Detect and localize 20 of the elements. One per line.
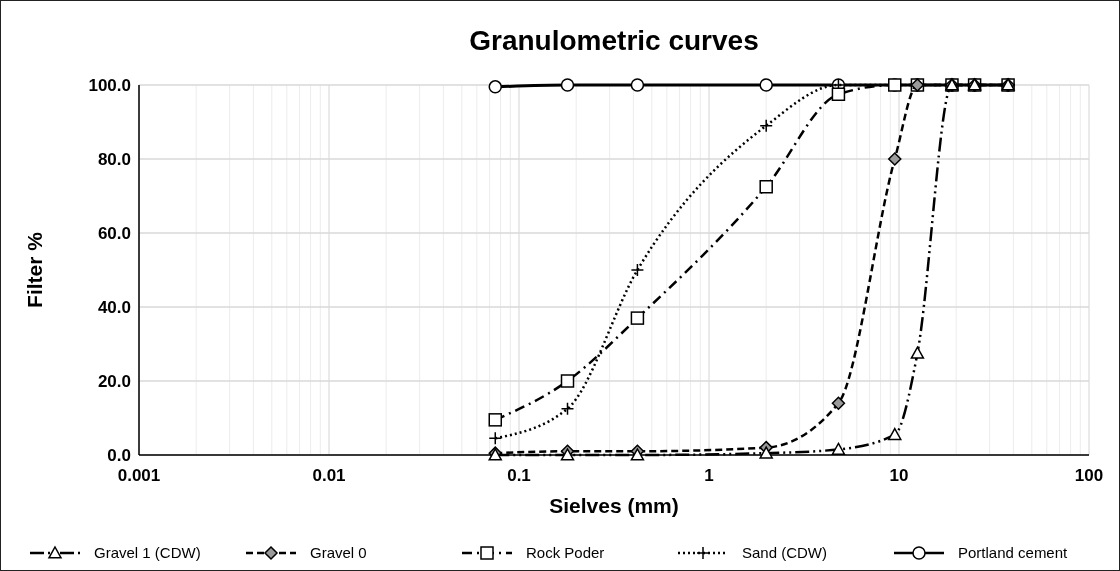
y-tick-label: 40.0 (97, 297, 131, 317)
x-tick-label: 0.01 (312, 466, 346, 485)
x-axis-title: Sielves (mm) (549, 494, 679, 517)
legend-label: Gravel 0 (310, 544, 367, 562)
y-tick-label: 80.0 (97, 149, 131, 169)
y-axis-title: Filter % (23, 231, 46, 308)
y-tick-label: 20.0 (97, 371, 131, 391)
legend-label: Rock Poder (526, 544, 605, 562)
x-tick-label: 1 (704, 466, 714, 485)
legend-label: Gravel 1 (CDW) (94, 544, 201, 562)
x-tick-label: 10 (889, 466, 909, 485)
y-tick-label: 60.0 (97, 223, 131, 243)
chart-title: Granulometric curves (469, 25, 759, 56)
x-tick-label: 100 (1074, 466, 1104, 485)
legend-label: Sand (CDW) (742, 544, 828, 562)
x-tick-label: 0.001 (117, 466, 161, 485)
y-tick-label: 100.0 (88, 75, 131, 95)
y-tick-label: 0.0 (107, 445, 131, 465)
legend-label: Portland cement (958, 544, 1069, 562)
x-tick-label: 0.1 (507, 466, 531, 485)
